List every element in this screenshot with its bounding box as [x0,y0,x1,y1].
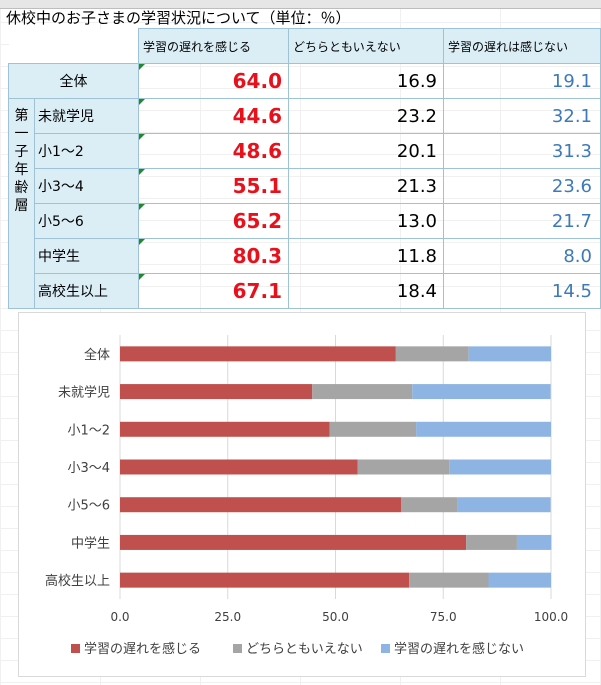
value-cell[interactable]: 55.1 [138,168,289,204]
group-label-char: 子 [14,144,29,160]
value-cell[interactable]: 11.8 [288,238,444,274]
legend-label: どちらともいえない [246,642,363,657]
legend-swatch [71,644,80,653]
bar-segment [120,346,396,362]
group-label-char: 一 [14,126,29,142]
legend-swatch [233,644,242,653]
row-label-cell[interactable]: 中学生 [34,238,139,274]
x-tick-label: 0.0 [110,610,129,624]
header-cell[interactable]: 学習の遅れは感じない [443,28,601,64]
row-label-cell[interactable]: 小5～6 [34,203,139,239]
legend-label: 学習の遅れを感じる [84,641,201,657]
x-tick-label: 25.0 [214,610,241,624]
value-cell[interactable]: 23.6 [443,168,601,204]
row-label-cell[interactable]: 小1～2 [34,133,139,169]
row-label-cell[interactable]: 全体 [8,63,139,99]
bar-segment [412,384,551,400]
bar-segment [120,459,358,475]
group-label-cell[interactable]: 第一子年齢層 [8,98,35,309]
bar-segment [416,421,551,437]
stacked-bar-chart[interactable]: 全体未就学児小1～2 小3～4 小5～6 中学生高校生以上 0.0 25.0 50.0 75.… [18,312,586,677]
header-cell[interactable]: どちらともいえない [288,28,444,64]
bar-segment [401,497,458,513]
legend-label: 学習の遅れを感じない [394,641,524,657]
group-label-char: 齢 [14,180,29,196]
value-cell[interactable]: 44.6 [138,98,289,134]
group-label-char: 第 [14,108,29,124]
value-cell[interactable]: 8.0 [443,238,601,274]
data-table: 学習の遅れを感じる どちらともいえない 学習の遅れは感じない 全体 64.0 1… [8,28,601,309]
category-tick-label: 未就学児 [58,385,110,401]
bar-segment [468,346,551,362]
row-label-cell[interactable]: 小3～4 [34,168,139,204]
group-label-char: 層 [14,198,29,214]
table-row: 第一子年齢層 未就学児 44.6 23.2 32.1 [8,98,601,309]
table-row: 高校生以上 67.1 18.4 14.5 [9,273,601,309]
bar-segment [120,572,410,588]
group-label-char: 年 [14,162,29,178]
table-row: 全体 64.0 16.9 19.1 [8,63,601,99]
bar-segment [120,497,402,513]
value-cell[interactable]: 32.1 [443,98,601,134]
bar-segment [120,384,313,400]
value-cell[interactable]: 67.1 [138,273,289,309]
value-cell[interactable]: 20.1 [288,133,444,169]
bar-segment [120,421,330,437]
row-label-cell[interactable]: 未就学児 [34,98,139,134]
value-cell[interactable]: 48.6 [138,133,289,169]
bar-segment [357,459,450,475]
category-tick-label: 全体 [84,347,110,363]
legend-swatch [381,644,390,653]
x-tick-label: 50.0 [322,610,349,624]
value-cell[interactable]: 31.3 [443,133,601,169]
sheet-title: 休校中のお子さまの学習状況について（単位：％） [6,9,351,27]
x-tick-label: 75.0 [430,610,457,624]
value-cell[interactable]: 19.1 [443,63,601,99]
category-tick-label: 小1～2 [67,423,110,438]
value-cell[interactable]: 23.2 [288,98,444,134]
category-tick-label: 高校生以上 [45,573,110,589]
bar-segment [312,384,413,400]
table-row: 小3～4 55.1 21.3 23.6 [9,168,601,204]
bar-segment [466,534,517,550]
table-header-row: 学習の遅れを感じる どちらともいえない 学習の遅れは感じない [8,28,601,64]
value-cell[interactable]: 18.4 [288,273,444,309]
row-label-cell[interactable]: 高校生以上 [34,273,139,309]
x-tick-label: 100.0 [534,610,568,624]
bar-segment [329,421,417,437]
bar-segment [409,572,489,588]
header-blank-cell[interactable] [8,28,139,64]
bar-segment [516,534,552,550]
value-cell[interactable]: 14.5 [443,273,601,309]
value-cell[interactable]: 21.7 [443,203,601,239]
bar-segment [395,346,469,362]
category-tick-label: 小5～6 [67,499,110,514]
value-cell[interactable]: 13.0 [288,203,444,239]
value-cell[interactable]: 65.2 [138,203,289,239]
value-cell[interactable]: 16.9 [288,63,444,99]
bar-segment [120,534,467,550]
group-label-text: 第一子年齢層 [9,107,34,215]
value-cell[interactable]: 80.3 [138,238,289,274]
table-row: 小5～6 65.2 13.0 21.7 [9,203,601,239]
bar-segment [457,497,551,513]
category-tick-label: 小3～4 [67,461,110,476]
category-tick-label: 中学生 [71,535,110,551]
value-cell[interactable]: 21.3 [288,168,444,204]
table-row: 中学生 80.3 11.8 8.0 [9,238,601,274]
bar-segment [449,459,551,475]
column-header-strip [0,0,601,9]
header-cell[interactable]: 学習の遅れを感じる [138,28,289,64]
value-cell[interactable]: 64.0 [138,63,289,99]
table-row: 小1～2 48.6 20.1 31.3 [9,133,601,169]
bar-segment [488,572,551,588]
